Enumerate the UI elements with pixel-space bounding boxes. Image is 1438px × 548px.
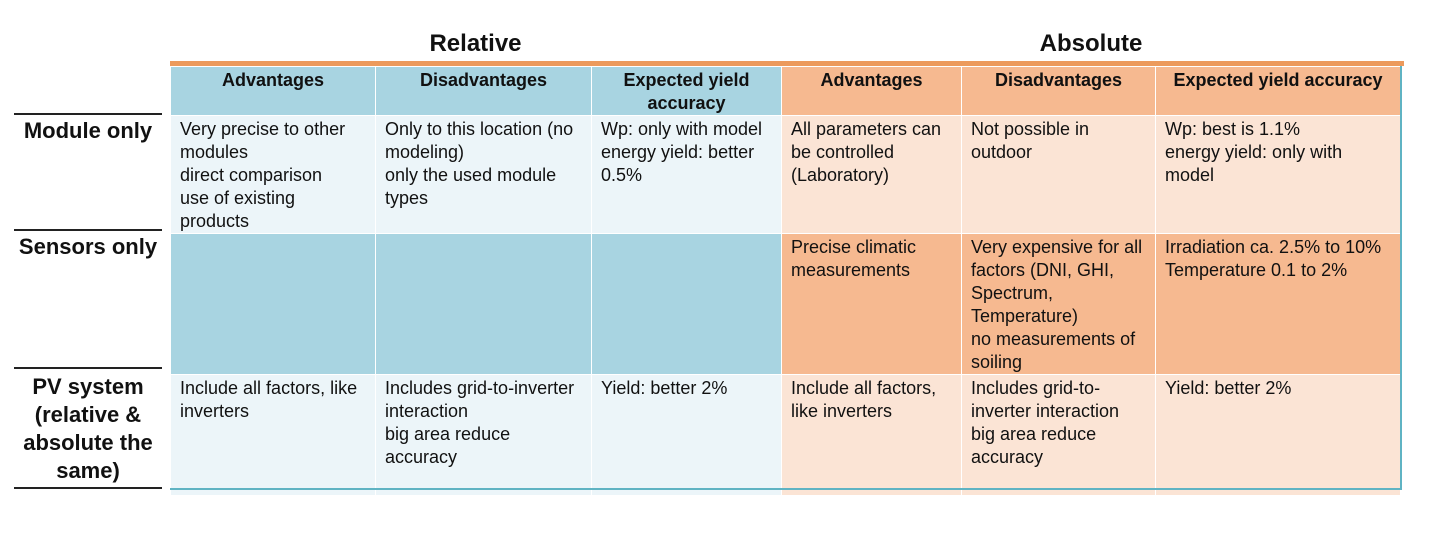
header-absolute-advantages: Advantages [781, 66, 962, 116]
cell-pv-absolute-accuracy: Yield: better 2% [1155, 374, 1401, 496]
cell-pv-relative-accuracy: Yield: better 2% [591, 374, 782, 496]
group-title-relative: Relative [429, 30, 522, 57]
header-divider-line [170, 61, 1404, 66]
cell-module-absolute-advantages: All parameters can be controlled (Labora… [781, 115, 962, 234]
cell-sensors-absolute-accuracy: Irradiation ca. 2.5% to 10% Temperature … [1155, 233, 1401, 375]
comparison-table: Advantages Disadvantages Expected yield … [170, 66, 1401, 496]
cell-pv-relative-disadvantages: Includes grid-to-inverter interaction bi… [375, 374, 592, 496]
row-label-divider [14, 367, 162, 369]
cell-pv-absolute-advantages: Include all factors, like inverters [781, 374, 962, 496]
cell-sensors-relative-disadvantages [375, 233, 592, 375]
row-label-module-only: Module only [23, 118, 153, 143]
header-absolute-expected-yield: Expected yield accuracy [1155, 66, 1401, 116]
table-row-sensors-only: Precise climatic measurements Very expen… [170, 233, 1401, 375]
cell-sensors-relative-accuracy [591, 233, 782, 375]
row-label-divider [14, 487, 162, 489]
cell-sensors-absolute-disadvantages: Very expensive for all factors (DNI, GHI… [961, 233, 1156, 375]
header-relative-expected-yield: Expected yield accuracy [591, 66, 782, 116]
table-bottom-border [170, 488, 1402, 490]
cell-module-relative-advantages: Very precise to other modules direct com… [170, 115, 376, 234]
row-label-divider [14, 229, 162, 231]
cell-sensors-relative-advantages [170, 233, 376, 375]
header-relative-disadvantages: Disadvantages [375, 66, 592, 116]
group-title-absolute: Absolute [1039, 30, 1143, 57]
cell-module-absolute-disadvantages: Not possible in outdoor [961, 115, 1156, 234]
row-label-divider [14, 113, 162, 115]
table-right-border [1400, 66, 1402, 490]
header-absolute-disadvantages: Disadvantages [961, 66, 1156, 116]
table-header-row: Advantages Disadvantages Expected yield … [170, 66, 1401, 116]
table-row-pv-system: Include all factors, like inverters Incl… [170, 374, 1401, 496]
row-label-sensors-only: Sensors only [18, 234, 158, 259]
table-row-module-only: Very precise to other modules direct com… [170, 115, 1401, 234]
cell-pv-absolute-disadvantages: Includes grid-to-inverter interaction bi… [961, 374, 1156, 496]
cell-pv-relative-advantages: Include all factors, like inverters [170, 374, 376, 496]
cell-module-absolute-accuracy: Wp: best is 1.1% energy yield: only with… [1155, 115, 1401, 234]
cell-module-relative-accuracy: Wp: only with model energy yield: better… [591, 115, 782, 234]
header-relative-advantages: Advantages [170, 66, 376, 116]
cell-sensors-absolute-advantages: Precise climatic measurements [781, 233, 962, 375]
cell-module-relative-disadvantages: Only to this location (no modeling) only… [375, 115, 592, 234]
row-label-pv-system: PV system (relative & absolute the same) [23, 374, 153, 483]
